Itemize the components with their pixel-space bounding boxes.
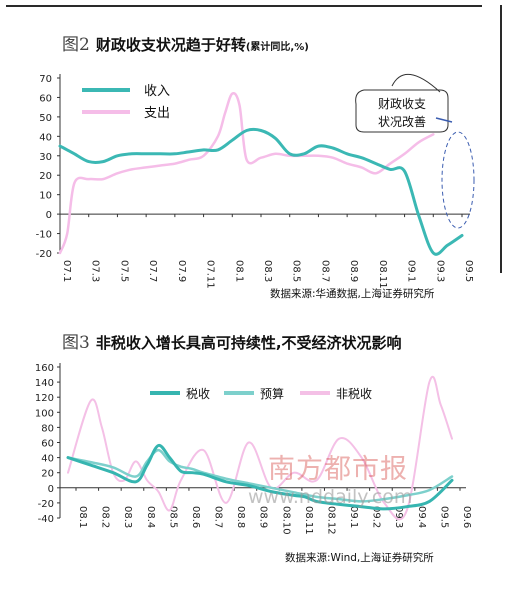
y-tick-label: 20 bbox=[39, 171, 52, 182]
y-tick-label: 0 bbox=[46, 210, 52, 221]
figure2-chart: -20 -10 0 10 20 30 40 50 60 70 07.1 07.3 07.5 07.7 07.… bbox=[36, 73, 475, 289]
x-tick-label: 09.4 bbox=[416, 506, 427, 528]
legend-label-0: 收入 bbox=[144, 84, 170, 99]
x-tick-label: 08.7 bbox=[319, 260, 330, 282]
x-tick-label: 09.2 bbox=[371, 506, 382, 528]
x-tick-label: 08.4 bbox=[145, 506, 156, 528]
series-line-0 bbox=[58, 127, 464, 256]
x-tick-label: 08.1 bbox=[77, 506, 88, 528]
y-tick-label: 0 bbox=[48, 484, 54, 495]
legend-label-0: 税收 bbox=[186, 387, 210, 401]
x-tick-label: 08.10 bbox=[280, 506, 291, 535]
watermark-name: 南方都市报 bbox=[268, 454, 408, 485]
legend-label-2: 非税收 bbox=[336, 387, 372, 401]
x-tick-label: 07.1 bbox=[61, 260, 72, 282]
annotation-curl bbox=[391, 73, 441, 93]
series-line-2 bbox=[67, 375, 453, 521]
y-tick-label: 80 bbox=[41, 423, 54, 434]
x-tick-label: 08.8 bbox=[235, 506, 246, 528]
x-tick-label: 08.5 bbox=[167, 506, 178, 528]
annotation-text: 财政收支 bbox=[378, 97, 426, 111]
y-tick-label: 100 bbox=[35, 408, 54, 419]
series-line-0 bbox=[66, 443, 454, 511]
y-tick-label: 50 bbox=[39, 113, 52, 124]
legend-label-1: 支出 bbox=[144, 106, 170, 121]
x-tick-label: 08.9 bbox=[258, 506, 269, 528]
x-tick-label: 08.7 bbox=[213, 506, 224, 528]
x-tick-label: 08.9 bbox=[348, 260, 359, 282]
y-tick-label: -20 bbox=[36, 249, 52, 260]
annotation-bubble bbox=[355, 89, 449, 133]
figure2-source: 数据来源:华通数据,上海证券研究所 bbox=[270, 288, 435, 300]
series-line-1 bbox=[58, 92, 435, 255]
y-tick-label: 60 bbox=[39, 93, 52, 104]
x-tick-label: 09.6 bbox=[461, 506, 472, 528]
legend-label-1: 预算 bbox=[260, 386, 284, 401]
y-tick-label: 160 bbox=[35, 363, 54, 374]
y-tick-label: 30 bbox=[39, 152, 52, 163]
x-tick-label: 08.6 bbox=[190, 506, 201, 528]
figure2-number: 图2 bbox=[62, 35, 90, 55]
y-tick-label: 20 bbox=[41, 469, 54, 480]
figure2-title: 图2 财政收支状况趋于好转(累计同比,%) bbox=[62, 30, 309, 55]
y-tick-label: 70 bbox=[39, 74, 52, 85]
x-tick-label: 09.3 bbox=[434, 260, 445, 282]
y-tick-label: 40 bbox=[39, 132, 52, 143]
x-tick-label: 07.11 bbox=[205, 260, 216, 289]
x-tick-label: 07.5 bbox=[118, 260, 129, 282]
x-tick-label: 09.5 bbox=[463, 260, 474, 282]
y-tick-label: -40 bbox=[38, 514, 54, 525]
x-tick-label: 08.3 bbox=[262, 260, 273, 282]
x-tick-label: 08.1 bbox=[233, 260, 244, 282]
annotation-text: 状况改善 bbox=[378, 114, 426, 129]
x-tick-label: 07.3 bbox=[90, 260, 101, 282]
x-tick-label: 09.1 bbox=[348, 506, 359, 528]
figure2-unit: (累计同比,%) bbox=[245, 42, 309, 53]
y-tick-label: 10 bbox=[39, 191, 52, 202]
x-tick-label: 08.3 bbox=[122, 506, 133, 528]
figure3-title: 图3 非税收入增长具高可持续性,不受经济状况影响 bbox=[62, 328, 402, 353]
y-tick-label: 40 bbox=[41, 454, 54, 465]
x-tick-label: 09.5 bbox=[438, 506, 449, 528]
y-tick-label: -20 bbox=[38, 499, 54, 510]
x-tick-label: 08.5 bbox=[291, 260, 302, 282]
x-tick-label: 08.11 bbox=[377, 260, 388, 289]
figure3-source: 数据来源:Wind,上海证券研究所 bbox=[285, 552, 434, 564]
x-tick-label: 07.7 bbox=[147, 260, 158, 282]
figure3-number: 图3 bbox=[62, 333, 90, 353]
y-tick-label: 60 bbox=[41, 439, 54, 450]
right-border-line bbox=[500, 5, 502, 273]
series-line-1 bbox=[66, 448, 454, 503]
figure3-title-text: 非税收入增长具高可持续性,不受经济状况影响 bbox=[95, 334, 402, 352]
figure2-title-text: 财政收支状况趋于好转 bbox=[95, 36, 246, 54]
top-border-line bbox=[6, 5, 482, 7]
x-tick-label: 07.9 bbox=[176, 260, 187, 282]
y-tick-label: 120 bbox=[35, 393, 54, 404]
watermark-url: www.nddaily.com bbox=[248, 486, 413, 508]
x-tick-label: 08.2 bbox=[100, 506, 111, 528]
annotation-pointer bbox=[435, 117, 453, 123]
x-tick-label: 09.3 bbox=[393, 506, 404, 528]
y-tick-label: -10 bbox=[36, 230, 52, 241]
y-tick-label: 140 bbox=[35, 378, 54, 389]
annotation-ellipse bbox=[441, 131, 475, 229]
x-tick-label: 08.12 bbox=[325, 506, 336, 535]
x-tick-label: 08.11 bbox=[303, 506, 314, 535]
x-tick-label: 09.1 bbox=[406, 260, 417, 282]
